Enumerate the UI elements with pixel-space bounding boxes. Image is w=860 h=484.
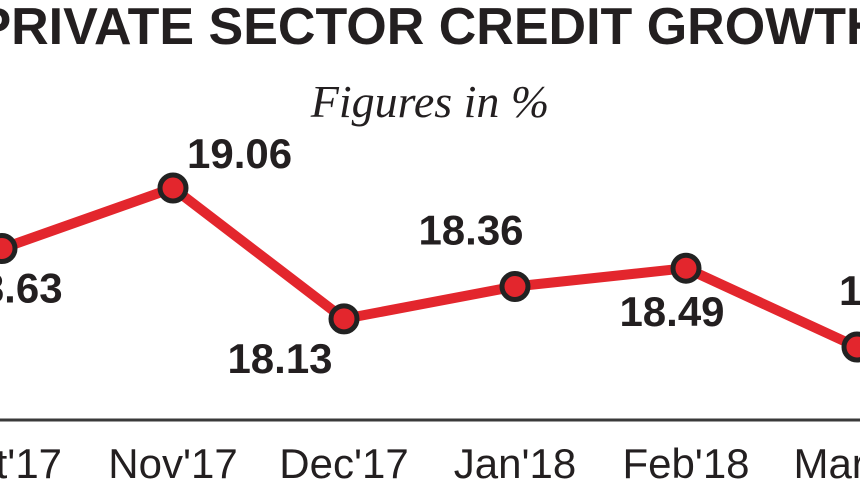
- x-tick-label: Feb'18: [622, 440, 749, 484]
- x-tick-label: Oct'17: [0, 440, 62, 484]
- data-label: 17.93: [839, 267, 860, 314]
- chart-title: PRIVATE SECTOR CREDIT GROWTH: [0, 0, 860, 56]
- data-label: 19.06: [187, 130, 292, 177]
- marker: [841, 331, 860, 363]
- x-tick-label: Nov'17: [108, 440, 237, 484]
- x-tick-label: Dec'17: [279, 440, 408, 484]
- data-label: 18.63: [0, 265, 63, 312]
- data-label: 18.13: [227, 335, 332, 382]
- marker: [499, 270, 531, 302]
- marker: [670, 252, 702, 284]
- x-tick-label: Jan'18: [454, 440, 576, 484]
- x-tick-label: Mar'18: [793, 440, 860, 484]
- chart-subtitle: Figures in %: [310, 76, 550, 127]
- data-label: 18.49: [619, 288, 724, 335]
- data-label: 18.36: [418, 206, 523, 253]
- marker: [157, 172, 189, 204]
- marker: [328, 303, 360, 335]
- marker: [0, 233, 18, 265]
- line: [0, 183, 860, 352]
